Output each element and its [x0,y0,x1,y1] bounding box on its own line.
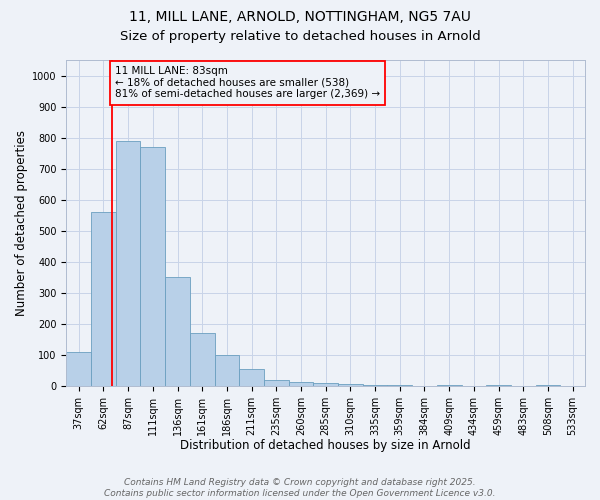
Bar [264,380,289,386]
Bar [313,383,338,386]
Bar [140,147,165,386]
Text: 11, MILL LANE, ARNOLD, NOTTINGHAM, NG5 7AU: 11, MILL LANE, ARNOLD, NOTTINGHAM, NG5 7… [129,10,471,24]
Bar [67,352,91,386]
Bar [536,384,560,386]
Bar [215,355,239,386]
Text: Contains HM Land Registry data © Crown copyright and database right 2025.
Contai: Contains HM Land Registry data © Crown c… [104,478,496,498]
Text: Size of property relative to detached houses in Arnold: Size of property relative to detached ho… [119,30,481,43]
Bar [338,384,363,386]
Bar [363,384,388,386]
Bar [486,384,511,386]
Text: 11 MILL LANE: 83sqm
← 18% of detached houses are smaller (538)
81% of semi-detac: 11 MILL LANE: 83sqm ← 18% of detached ho… [115,66,380,100]
Bar [388,384,412,386]
Bar [190,334,215,386]
X-axis label: Distribution of detached houses by size in Arnold: Distribution of detached houses by size … [181,440,471,452]
Bar [289,382,313,386]
Bar [239,369,264,386]
Bar [165,278,190,386]
Bar [91,212,116,386]
Bar [437,384,461,386]
Y-axis label: Number of detached properties: Number of detached properties [15,130,28,316]
Bar [116,141,140,386]
